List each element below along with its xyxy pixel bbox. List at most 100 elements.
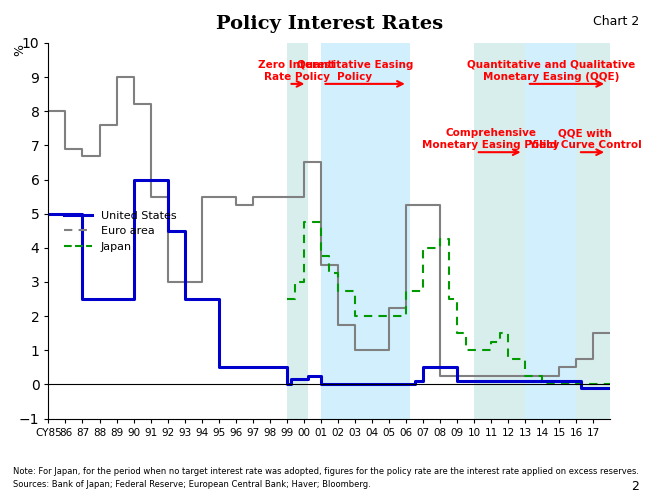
Euro area	[291, 279, 299, 285]
Japan	[449, 365, 457, 370]
Text: QQE with
Yield Curve Control: QQE with Yield Curve Control	[528, 128, 642, 150]
United States	[368, 347, 376, 353]
Japan	[198, 296, 206, 302]
United States	[589, 330, 597, 336]
Text: Quantitative Easing
Policy: Quantitative Easing Policy	[297, 60, 413, 82]
United States	[181, 279, 188, 285]
United States	[453, 373, 461, 379]
United States	[487, 373, 495, 379]
Text: Chart 2: Chart 2	[593, 15, 639, 28]
Japan	[287, 376, 295, 382]
United States	[113, 74, 121, 80]
Euro area	[334, 287, 342, 293]
Japan	[304, 373, 312, 379]
Euro area	[300, 219, 308, 225]
Japan	[577, 385, 585, 391]
United States	[572, 356, 580, 362]
Title: Policy Interest Rates: Policy Interest Rates	[215, 15, 443, 33]
Euro area	[283, 296, 291, 302]
Japan	[407, 381, 415, 387]
United States	[402, 202, 410, 208]
Euro area	[487, 339, 495, 345]
Japan	[474, 378, 482, 384]
Japan	[78, 296, 86, 302]
United States	[147, 194, 155, 200]
United States	[538, 373, 546, 379]
Euro area	[317, 253, 325, 259]
Japan	[249, 365, 257, 370]
Euro area	[538, 380, 546, 386]
Japan	[181, 296, 188, 302]
United States	[317, 262, 325, 268]
United States	[385, 305, 393, 310]
Japan	[147, 177, 155, 183]
United States	[44, 108, 52, 114]
Euro area	[462, 347, 470, 353]
Japan	[283, 381, 291, 387]
Japan	[589, 385, 597, 391]
Euro area	[470, 347, 478, 353]
Japan	[525, 378, 533, 384]
Japan	[419, 365, 427, 370]
Text: Zero Interest
Rate Policy: Zero Interest Rate Policy	[258, 60, 336, 82]
Japan	[130, 177, 138, 183]
Euro area	[326, 271, 333, 277]
United States	[351, 347, 359, 353]
Line: Japan: Japan	[48, 180, 610, 388]
Euro area	[589, 381, 597, 387]
Text: Comprehensive
Monetary Easing Policy: Comprehensive Monetary Easing Policy	[422, 128, 560, 150]
United States	[215, 194, 223, 200]
Japan	[521, 378, 529, 384]
Japan	[300, 376, 308, 382]
Euro area	[308, 219, 316, 225]
Text: Note: For Japan, for the period when no target interest rate was adopted, figure: Note: For Japan, for the period when no …	[13, 467, 639, 476]
Japan	[606, 385, 614, 391]
Japan	[470, 378, 478, 384]
Bar	[474, 43, 525, 419]
Euro area	[445, 296, 453, 302]
United States	[606, 330, 614, 336]
Text: Sources: Bank of Japan; Federal Reserve; European Central Bank; Haver; Bloomberg: Sources: Bank of Japan; Federal Reserve;…	[13, 480, 371, 489]
Euro area	[419, 245, 427, 251]
Legend: United States, Euro area, Japan: United States, Euro area, Japan	[59, 206, 181, 256]
Euro area	[496, 330, 503, 336]
Bar	[287, 43, 308, 419]
Bar	[576, 43, 610, 419]
Japan	[163, 228, 171, 234]
Text: Quantitative and Qualitative
Monetary Easing (QQE): Quantitative and Qualitative Monetary Ea…	[467, 60, 635, 82]
Japan	[411, 378, 418, 384]
United States	[78, 153, 86, 158]
Euro area	[368, 313, 376, 319]
Japan	[61, 211, 69, 216]
Euro area	[402, 287, 410, 293]
Euro area	[572, 381, 580, 387]
Line: United States: United States	[48, 77, 610, 376]
Bar	[525, 43, 576, 419]
Japan	[232, 365, 240, 370]
United States	[470, 373, 478, 379]
Japan	[602, 385, 610, 391]
Japan	[266, 365, 273, 370]
United States	[436, 373, 444, 379]
United States	[556, 365, 563, 370]
Japan	[453, 378, 461, 384]
Y-axis label: %: %	[13, 44, 26, 57]
Japan	[215, 365, 223, 370]
Japan	[572, 378, 580, 384]
Japan	[96, 296, 103, 302]
Japan	[44, 211, 52, 216]
United States	[61, 146, 69, 152]
Euro area	[351, 313, 359, 319]
United States	[334, 322, 342, 328]
United States	[521, 373, 529, 379]
United States	[96, 122, 103, 128]
Euro area	[504, 356, 512, 362]
United States	[249, 194, 257, 200]
Euro area	[453, 330, 461, 336]
United States	[300, 159, 308, 165]
Euro area	[521, 373, 529, 379]
United States	[130, 101, 138, 107]
United States	[266, 194, 273, 200]
Bar	[321, 43, 411, 419]
Japan	[317, 381, 325, 387]
